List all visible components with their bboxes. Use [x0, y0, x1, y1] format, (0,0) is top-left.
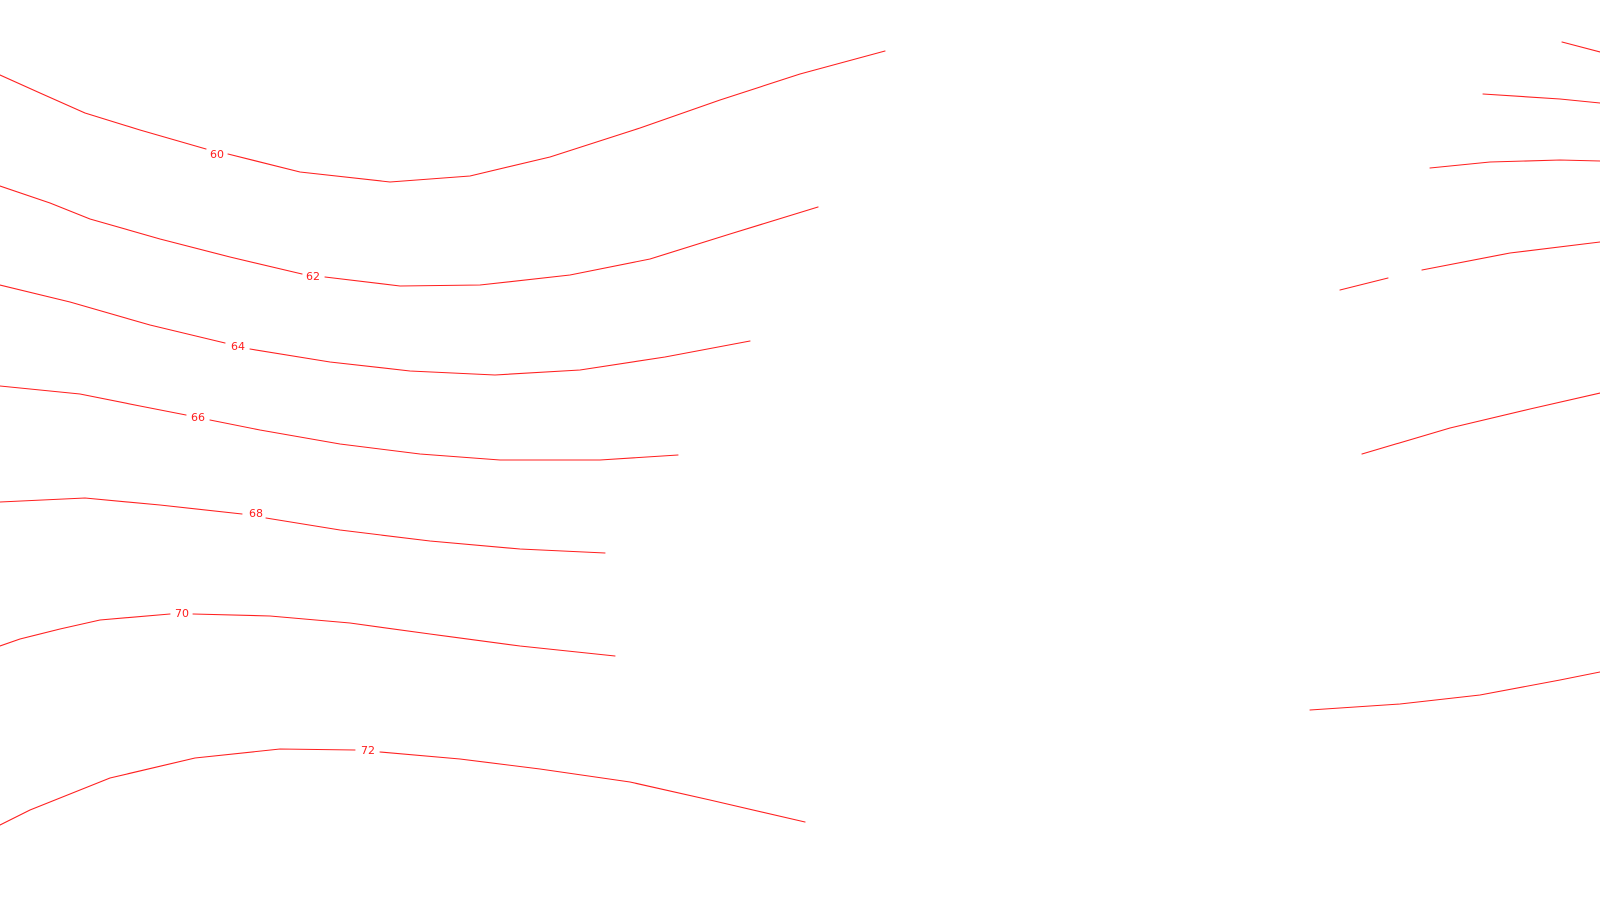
contour-fragments-right [1309, 41, 1600, 711]
contour-64: 64 [0, 284, 751, 376]
contour-line-66 [0, 385, 187, 416]
contour-line-66 [209, 419, 679, 461]
contour-70: 70 [0, 607, 616, 657]
contour-line-70 [0, 613, 171, 647]
contour-label-72: 72 [361, 744, 375, 757]
contour-line-68 [0, 497, 243, 515]
contour-fragment [1339, 277, 1389, 291]
contour-line-62 [324, 206, 819, 287]
contour-label-62: 62 [306, 270, 320, 283]
contour-label-64: 64 [231, 340, 245, 353]
contour-fragment [1561, 41, 1600, 53]
contour-line-72 [0, 748, 356, 826]
contour-fragment [1421, 241, 1600, 271]
contour-line-68 [265, 517, 606, 554]
contour-fragment [1429, 159, 1600, 169]
contour-line-64 [249, 340, 751, 376]
contour-line-60 [227, 50, 886, 183]
contour-line-70 [192, 613, 616, 657]
contour-60: 60 [0, 50, 886, 183]
contour-label-66: 66 [191, 411, 205, 424]
contour-label-70: 70 [175, 607, 189, 620]
contour-line-62 [0, 185, 303, 275]
contour-line-64 [0, 284, 226, 344]
contour-fragment [1482, 93, 1600, 104]
contour-label-60: 60 [210, 148, 224, 161]
contour-66: 66 [0, 385, 679, 461]
contour-line-72 [379, 751, 806, 823]
contour-fragment [1309, 671, 1600, 711]
contour-line-60 [0, 74, 207, 150]
contour-72: 72 [0, 744, 806, 826]
contour-fragment [1361, 392, 1600, 455]
contour-62: 62 [0, 185, 819, 287]
contour-68: 68 [0, 497, 606, 554]
contour-label-68: 68 [249, 507, 263, 520]
